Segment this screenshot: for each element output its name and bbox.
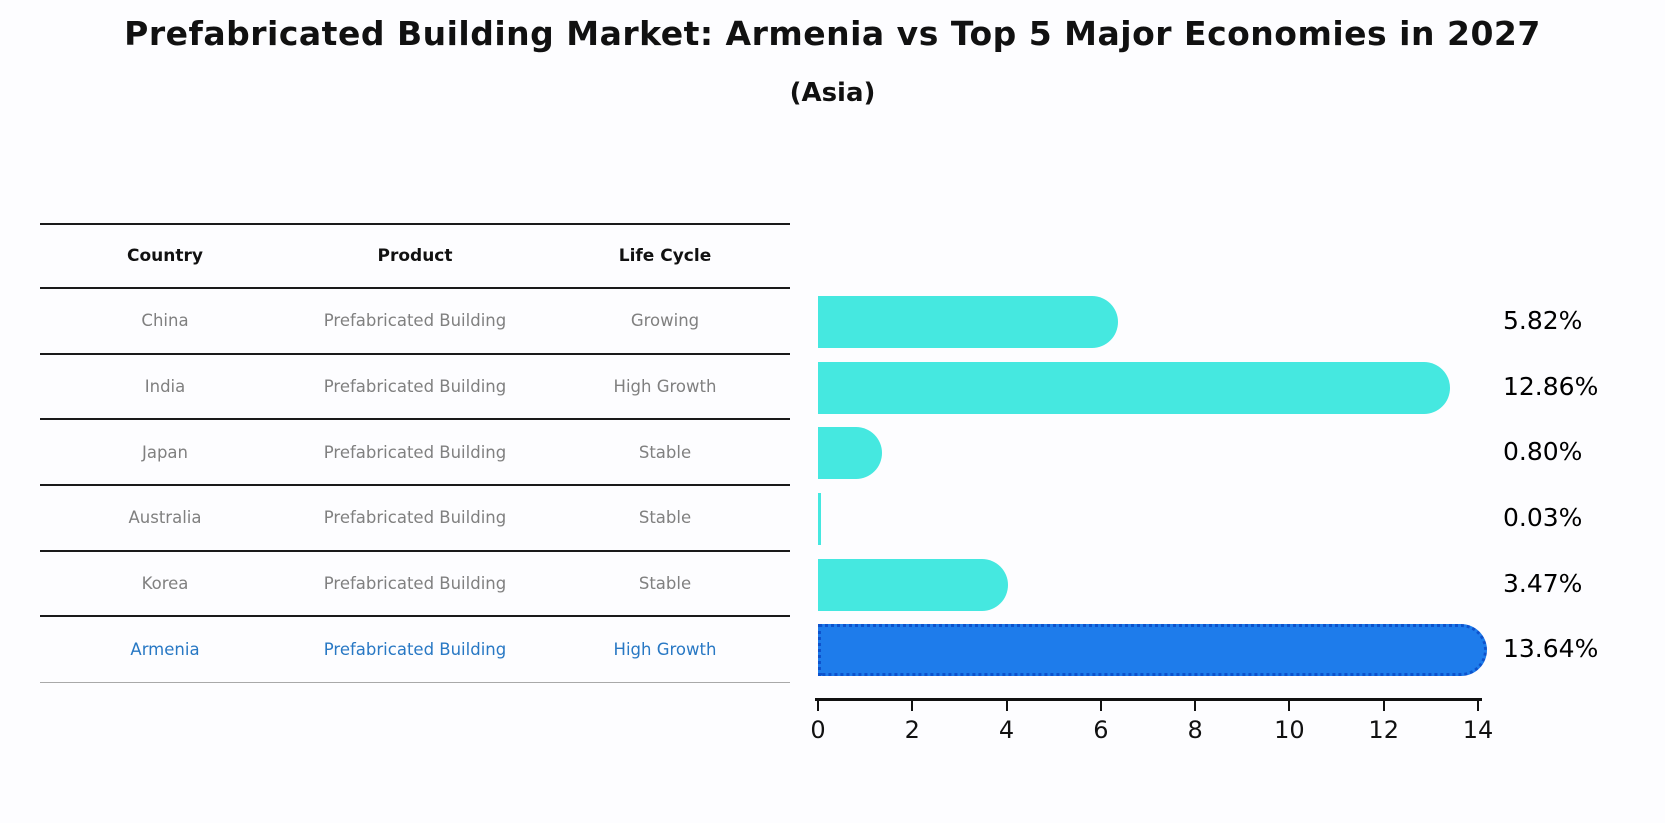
x-axis-tick-mark — [1288, 701, 1291, 711]
column-header-product: Product — [377, 246, 453, 266]
table-cell-life-cycle: High Growth — [613, 640, 717, 660]
bar-value-label: 5.82% — [1503, 305, 1583, 335]
table-cell-life-cycle: Stable — [638, 508, 692, 528]
x-axis-line — [815, 698, 1482, 701]
x-axis-tick-label: 10 — [1274, 716, 1305, 744]
x-axis-tick-label: 14 — [1462, 716, 1494, 744]
table-cell-country: India — [144, 377, 186, 397]
bar-value-label: 0.80% — [1503, 437, 1583, 467]
table-cell-life-cycle: High Growth — [613, 377, 717, 397]
x-axis-tick-mark — [1194, 701, 1197, 711]
table-cell-product: Prefabricated Building — [323, 508, 507, 528]
table-row: India Prefabricated Building High Growth — [40, 355, 790, 421]
bar-korea — [818, 558, 1008, 611]
table-cell-life-cycle: Stable — [638, 574, 692, 594]
bar-japan — [818, 427, 882, 480]
x-axis-tick-label: 2 — [904, 716, 920, 744]
x-axis-tick-mark — [911, 701, 914, 711]
table-row: Armenia Prefabricated Building High Grow… — [40, 617, 790, 684]
table-cell-product: Prefabricated Building — [323, 574, 507, 594]
table-cell-life-cycle: Growing — [630, 311, 700, 331]
column-header-life-cycle: Life Cycle — [618, 246, 712, 266]
bar-india — [818, 361, 1451, 414]
table-body: China Prefabricated Building Growing Ind… — [40, 289, 790, 684]
x-axis-tick-label: 6 — [1093, 716, 1109, 744]
table-row: China Prefabricated Building Growing — [40, 289, 790, 355]
table-cell-life-cycle: Stable — [638, 442, 692, 462]
chart-subtitle: (Asia) — [789, 78, 876, 108]
table-cell-product: Prefabricated Building — [323, 640, 507, 660]
table-cell-product: Prefabricated Building — [323, 377, 507, 397]
x-axis-tick-label: 4 — [998, 716, 1015, 744]
table-cell-product: Prefabricated Building — [323, 311, 507, 331]
table-cell-country: Australia — [128, 508, 202, 528]
table-cell-country: China — [141, 311, 189, 331]
table-header-row: Country Product Life Cycle — [40, 223, 790, 289]
x-axis-tick-label: 8 — [1187, 716, 1203, 744]
summary-table: Country Product Life Cycle China Prefabr… — [40, 223, 790, 684]
x-axis-tick-mark — [1382, 701, 1385, 711]
x-axis-tick-label: 0 — [810, 716, 826, 744]
x-axis-tick-mark — [1005, 701, 1008, 711]
table-row: Australia Prefabricated Building Stable — [40, 486, 790, 552]
table-cell-product: Prefabricated Building — [323, 442, 507, 462]
table-row: Japan Prefabricated Building Stable — [40, 420, 790, 487]
bar-value-label: 3.47% — [1503, 568, 1583, 598]
table-cell-country: Korea — [141, 574, 189, 594]
table-row: Korea Prefabricated Building Stable — [40, 552, 790, 618]
bar-value-label: 0.03% — [1503, 502, 1583, 532]
table-cell-country: Japan — [141, 442, 189, 462]
bar-armenia — [818, 624, 1488, 677]
bar-value-label: 13.64% — [1503, 634, 1599, 664]
bar-australia — [818, 492, 821, 545]
column-header-country: Country — [127, 246, 203, 266]
chart-title: Prefabricated Building Market: Armenia v… — [124, 14, 1541, 53]
x-axis-tick-mark — [817, 701, 819, 711]
bar-china — [818, 295, 1119, 348]
table-cell-country: Armenia — [130, 640, 200, 660]
bar-value-label: 12.86% — [1503, 371, 1599, 401]
x-axis-tick-mark — [1099, 701, 1102, 711]
x-axis-tick-mark — [1477, 701, 1479, 711]
x-axis-tick-label: 12 — [1368, 716, 1399, 744]
